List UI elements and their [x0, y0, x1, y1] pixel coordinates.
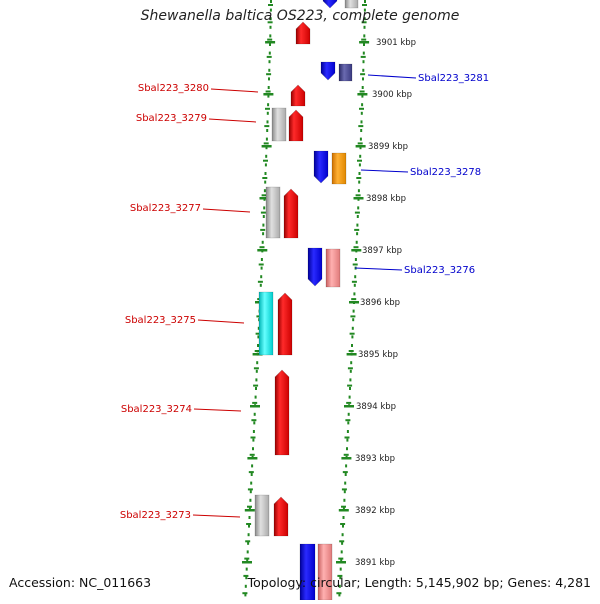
gene-label-forward[interactable]: Sbal223_3274 [121, 404, 192, 415]
feature-glyph [325, 248, 341, 288]
feature-glyph [271, 107, 287, 142]
gene-glyph [295, 21, 311, 45]
gene-glyph-sbal223-3277 [283, 188, 299, 239]
tick-mark-forward [259, 197, 270, 200]
tick-mark-3901-kbp [359, 41, 370, 44]
gene-glyph-sbal223-3274 [274, 369, 290, 456]
gene-label-reverse[interactable]: Sbal223_3278 [410, 167, 481, 178]
leader-line-reverse [367, 74, 417, 79]
tick-label: 3898 kbp [366, 194, 406, 204]
gene-glyph-sbal223-3278 [313, 150, 329, 184]
leader-line-forward [208, 118, 257, 123]
tick-mark-3898-kbp [353, 197, 364, 200]
tick-mark-3894-kbp [344, 405, 354, 408]
tick-mark-forward [263, 93, 274, 96]
leader-line-forward [210, 88, 259, 93]
feature-glyph [258, 291, 274, 356]
map-title: Shewanella baltica OS223, complete genom… [140, 8, 460, 24]
tick-mark-3897-kbp [351, 249, 362, 252]
feature-glyph [265, 186, 281, 239]
feature-glyph [331, 152, 347, 185]
tick-label: 3896 kbp [360, 298, 400, 308]
gene-glyph [299, 543, 316, 601]
leader-line-forward [202, 208, 251, 213]
tick-mark-3893-kbp [341, 457, 352, 460]
gene-glyph-sbal223-3276 [307, 247, 323, 287]
tick-label: 3891 kbp [355, 558, 395, 568]
tick-label: 3893 kbp [355, 454, 395, 464]
gene-label-reverse[interactable]: Sbal223_3281 [418, 73, 489, 84]
tick-mark-forward [250, 405, 260, 408]
gene-label-forward[interactable]: Sbal223_3275 [125, 315, 196, 326]
tick-mark-forward [244, 509, 255, 512]
gene-label-forward[interactable]: Sbal223_3273 [120, 510, 191, 521]
tick-label: 3901 kbp [376, 38, 416, 48]
tick-mark-3892-kbp [338, 509, 349, 512]
tick-label: 3892 kbp [355, 506, 395, 516]
gene-label-reverse[interactable]: Sbal223_3276 [404, 265, 475, 276]
tick-label: 3897 kbp [362, 246, 402, 256]
tick-mark-forward [252, 353, 263, 356]
feature-glyph [317, 543, 333, 601]
feature-glyph [338, 63, 353, 82]
gene-label-forward[interactable]: Sbal223_3277 [130, 203, 201, 214]
tick-mark-3900-kbp [357, 93, 368, 96]
tick-mark-3891-kbp [336, 561, 346, 564]
genome-summary-text: Topology: circular; Length: 5,145,902 bp… [247, 575, 591, 590]
tick-label: 3900 kbp [372, 90, 412, 100]
feature-glyph [344, 0, 359, 9]
tick-mark-forward [265, 41, 276, 44]
tick-mark-forward [247, 457, 258, 460]
leader-line-reverse [354, 267, 403, 271]
tick-mark-3899-kbp [355, 145, 366, 148]
leader-line-forward [192, 514, 241, 518]
tick-mark-forward [261, 145, 272, 148]
tick-mark-forward [257, 249, 268, 252]
accession-text: Accession: NC_011663 [9, 575, 152, 590]
tick-label: 3894 kbp [356, 402, 396, 412]
gene-glyph [322, 0, 338, 9]
gene-glyph-sbal223-3281 [320, 61, 336, 81]
tick-mark-forward [242, 561, 252, 564]
gene-glyph-sbal223-3279 [288, 109, 304, 142]
gene-glyph-sbal223-3280 [290, 84, 306, 107]
gene-label-forward[interactable]: Sbal223_3280 [138, 83, 209, 94]
tick-mark-3896-kbp [349, 301, 359, 304]
gene-label-forward[interactable]: Sbal223_3279 [136, 113, 207, 124]
leader-line-reverse [360, 169, 409, 173]
tick-mark-3895-kbp [346, 353, 357, 356]
gene-glyph-sbal223-3275 [277, 292, 293, 356]
gene-glyph-sbal223-3273 [273, 496, 289, 537]
tick-label: 3895 kbp [358, 350, 398, 360]
tick-label: 3899 kbp [368, 142, 408, 152]
leader-line-forward [193, 408, 242, 412]
feature-glyph [254, 494, 270, 537]
leader-line-forward [197, 319, 245, 324]
